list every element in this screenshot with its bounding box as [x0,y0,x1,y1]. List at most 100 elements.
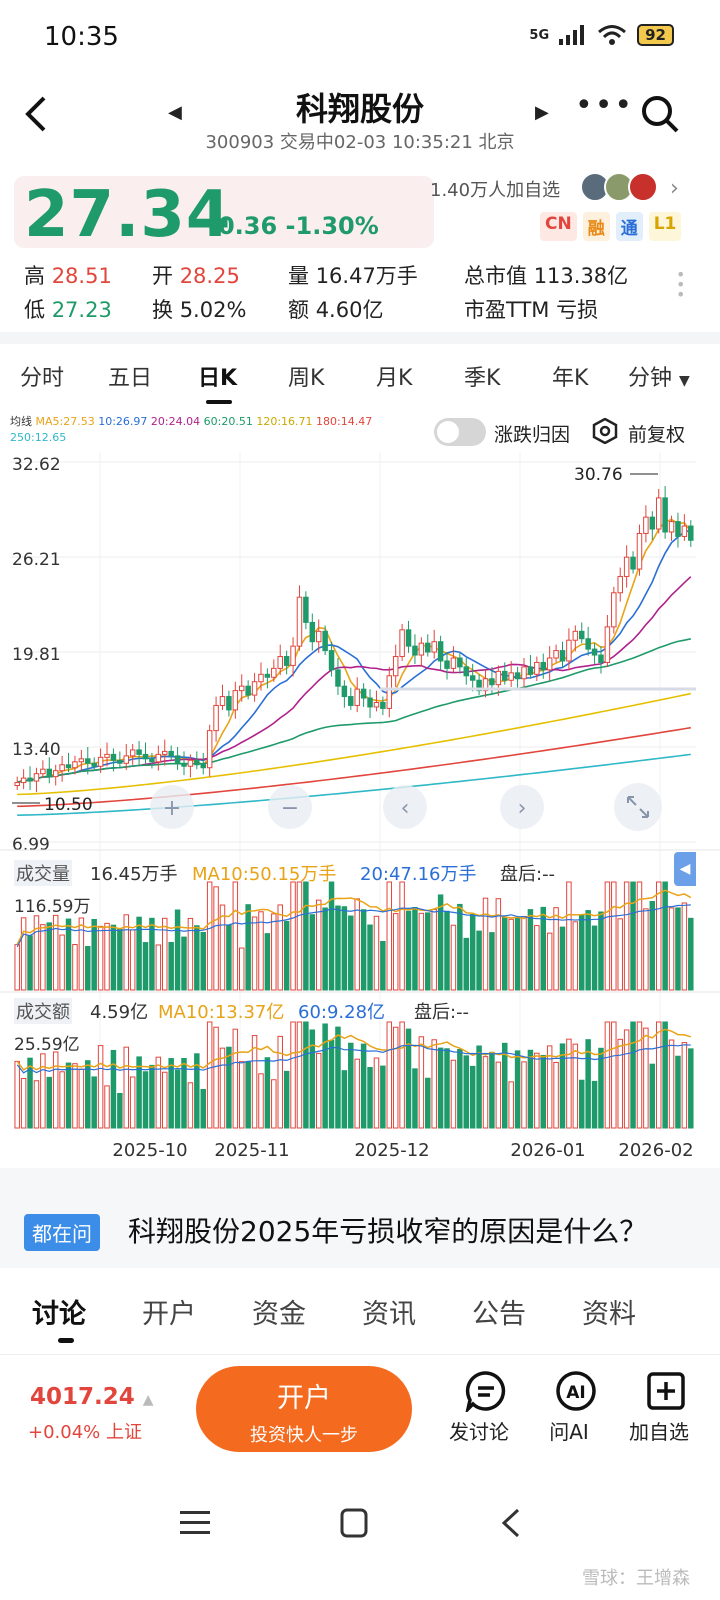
stock-subtitle: 300903 交易中02-03 10:35:21 北京 [205,132,515,153]
candle-body [251,681,258,696]
amount-bar [630,1021,636,1129]
open-account-button[interactable]: 开户 投资快人一步 [196,1366,412,1452]
search-button[interactable] [640,94,680,134]
candle-body [386,675,393,709]
candle-body [636,532,643,570]
collapse-panel-button[interactable]: ◀ [674,852,696,886]
ma60-value: 60:20.51 [203,415,253,428]
candle-body [309,621,316,643]
tab-monthly-k[interactable]: 月K [376,366,413,391]
candle-body [469,675,476,681]
amount-bar [392,1026,399,1129]
active-tab-indicator [206,400,232,404]
volume-bar [668,907,675,991]
change-attribution-toggle[interactable] [434,418,486,446]
amount-bar [553,1061,559,1129]
system-nav-bar [0,1480,720,1600]
price-change: -0.36 -1.30% [208,212,379,240]
tab-yearly-k[interactable]: 年K [552,366,589,391]
tab-weekly-k[interactable]: 周K [288,366,325,391]
amount-bar [296,1021,303,1129]
index-change[interactable]: +0.04% 上证 [28,1422,142,1443]
amount-bar [200,1088,206,1129]
amount-bar [611,1021,617,1129]
volume-bar [373,915,380,991]
candle-body [354,688,360,706]
amount-bar [476,1045,482,1129]
volume-bar [341,906,348,991]
amount-bar [104,1085,110,1129]
volume-bar [187,917,194,991]
ask-ai-button[interactable]: AI 问AI [534,1370,604,1445]
candle-body [110,753,117,761]
candle-body [412,645,418,656]
volume-bar [174,909,181,991]
amount-bar [206,1021,213,1129]
volume-bar [283,920,290,991]
volume-bar [598,911,604,991]
volume-bar [20,917,27,991]
amount-bar [174,1069,181,1129]
back-nav-icon[interactable] [500,1508,522,1538]
tab-announcements[interactable]: 公告 [472,1299,526,1330]
ma10-line [16,529,691,784]
candle-body [611,592,617,628]
volume-bar [527,909,534,991]
volume-bar [688,917,694,991]
tab-profile[interactable]: 资料 [582,1299,636,1330]
volume-bar [271,913,277,991]
index-value[interactable]: 4017.24 ▲ [30,1384,154,1410]
volume-bar [572,921,579,991]
tab-discussion[interactable]: 讨论 [32,1299,86,1330]
tab-intraday[interactable]: 分时 [20,366,65,391]
followers-count[interactable]: 1.40万人加自选 [430,180,561,201]
tab-minute[interactable]: 分钟 ▼ [628,366,690,391]
volume-bar [469,913,476,991]
volume-bar [425,912,431,991]
volume-bar [546,932,553,991]
more-menu-button[interactable]: ••• [575,88,635,123]
amount-bar [360,1043,367,1129]
back-button[interactable] [24,96,48,141]
volume-bar [566,881,572,991]
next-stock-button[interactable]: ▶ [535,102,549,123]
volume-bar [104,922,110,991]
follower-avatars[interactable] [580,172,662,202]
candle-body [59,764,65,772]
tab-daily-k[interactable]: 日K [198,366,238,391]
expand-stats-icon[interactable]: • • • [676,265,686,304]
candle-body [630,556,636,570]
settings-hex-icon[interactable] [592,417,618,445]
volume-bar [476,930,482,991]
tab-open-account[interactable]: 开户 [142,1299,196,1330]
candle-body [187,759,194,767]
amount-bar [226,1046,232,1129]
menu-icon[interactable] [180,1510,210,1536]
amount-bar [566,1038,572,1129]
question-banner[interactable] [0,1168,720,1268]
tab-funds[interactable]: 资金 [252,1299,306,1330]
post-discussion-button[interactable]: 发讨论 [444,1370,514,1445]
candle-body [399,629,405,658]
tab-five-day[interactable]: 五日 [108,366,153,391]
chevron-right-icon[interactable]: › [670,176,679,201]
volume-bar [655,881,662,991]
stat-low: 低 27.23 [24,298,112,322]
adjust-label[interactable]: 前复权 [628,424,686,446]
add-watchlist-button[interactable]: 加自选 [624,1370,694,1445]
volume-bar [399,881,405,991]
question-text[interactable]: 科翔股份2025年亏损收窄的原因是什么？ [128,1215,648,1248]
prev-stock-button[interactable]: ◀ [168,102,182,123]
amount-bar [91,1076,97,1129]
home-icon[interactable] [340,1508,368,1538]
amount-bar [283,1070,290,1129]
ma-legend[interactable]: 均线 MA5:27.53 10:26.97 20:24.04 60:20.51 … [10,414,430,446]
amount-bar [655,1021,662,1129]
stat-mktcap: 总市值 113.38亿 [464,264,629,288]
candle-body [245,685,251,696]
price-background [14,176,434,248]
tab-news[interactable]: 资讯 [362,1299,416,1330]
kline-chart[interactable]: 32.62 26.21 19.81 13.40 6.99 30.76 10.50 + − ‹ › 20… [0,452,720,1164]
current-price: 27.34 [24,178,232,252]
tab-quarterly-k[interactable]: 季K [464,366,501,391]
